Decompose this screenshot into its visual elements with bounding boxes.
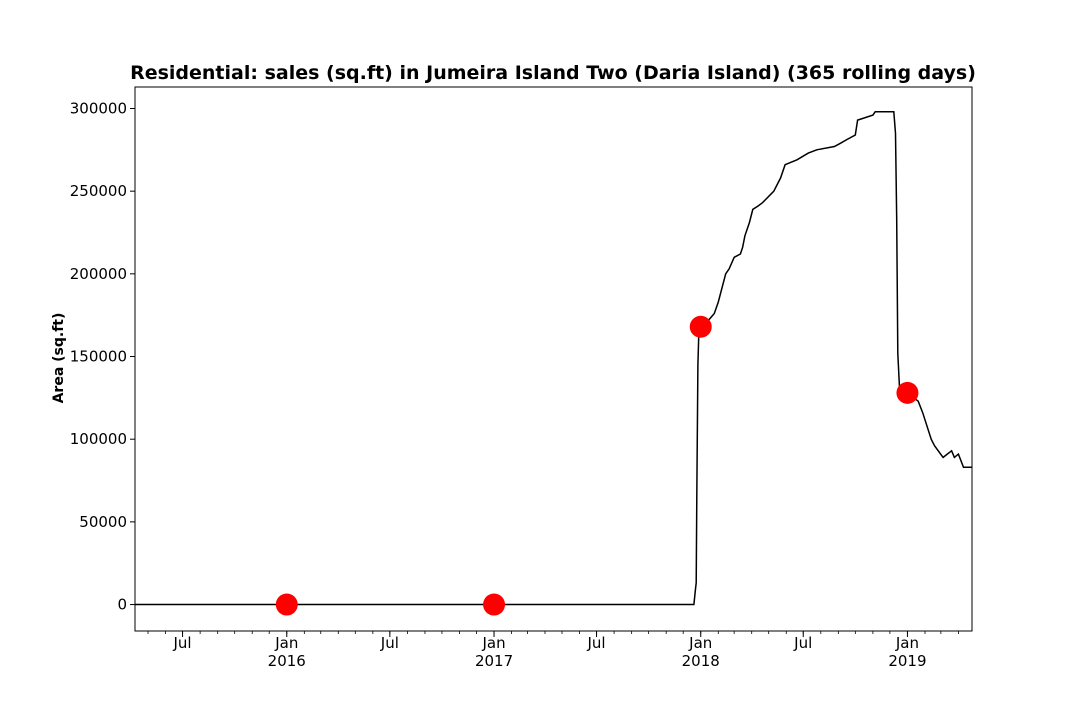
x-tick-label: Jan [481, 634, 505, 652]
data-marker [275, 593, 298, 616]
y-tick-label: 150000 [70, 348, 127, 366]
y-tick-label: 200000 [70, 265, 127, 283]
x-tick-label: Jan [274, 634, 298, 652]
series [135, 111, 972, 606]
x-tick-label: Jul [586, 634, 605, 652]
data-marker [483, 593, 506, 616]
y-axis-label: Area (sq.ft) [51, 313, 67, 404]
x-tick-label: Jul [173, 634, 192, 652]
data-marker [896, 381, 919, 404]
x-tick-year-label: 2018 [682, 652, 720, 670]
x-tick-label: Jan [895, 634, 919, 652]
x-tick-year-label: 2019 [888, 652, 926, 670]
axes: 0 50000 100000 150000 200000 250000 300000 Jul J… [70, 99, 959, 670]
y-tick-label: 50000 [79, 513, 127, 531]
data-marker [689, 315, 712, 338]
markers [275, 315, 919, 616]
x-tick-label: Jul [380, 634, 399, 652]
y-tick-label: 250000 [70, 182, 127, 200]
x-tick-label: Jan [688, 634, 712, 652]
y-tick-label: 300000 [70, 99, 127, 117]
series-line [135, 111, 972, 606]
y-tick-label: 0 [117, 596, 127, 614]
x-tick-label: Jul [793, 634, 812, 652]
plot-frame [134, 86, 973, 632]
chart-title: Residential: sales (sq.ft) in Jumeira Is… [130, 62, 976, 84]
x-tick-year-label: 2016 [268, 652, 306, 670]
x-tick-year-label: 2017 [475, 652, 513, 670]
y-tick-label: 100000 [70, 430, 127, 448]
